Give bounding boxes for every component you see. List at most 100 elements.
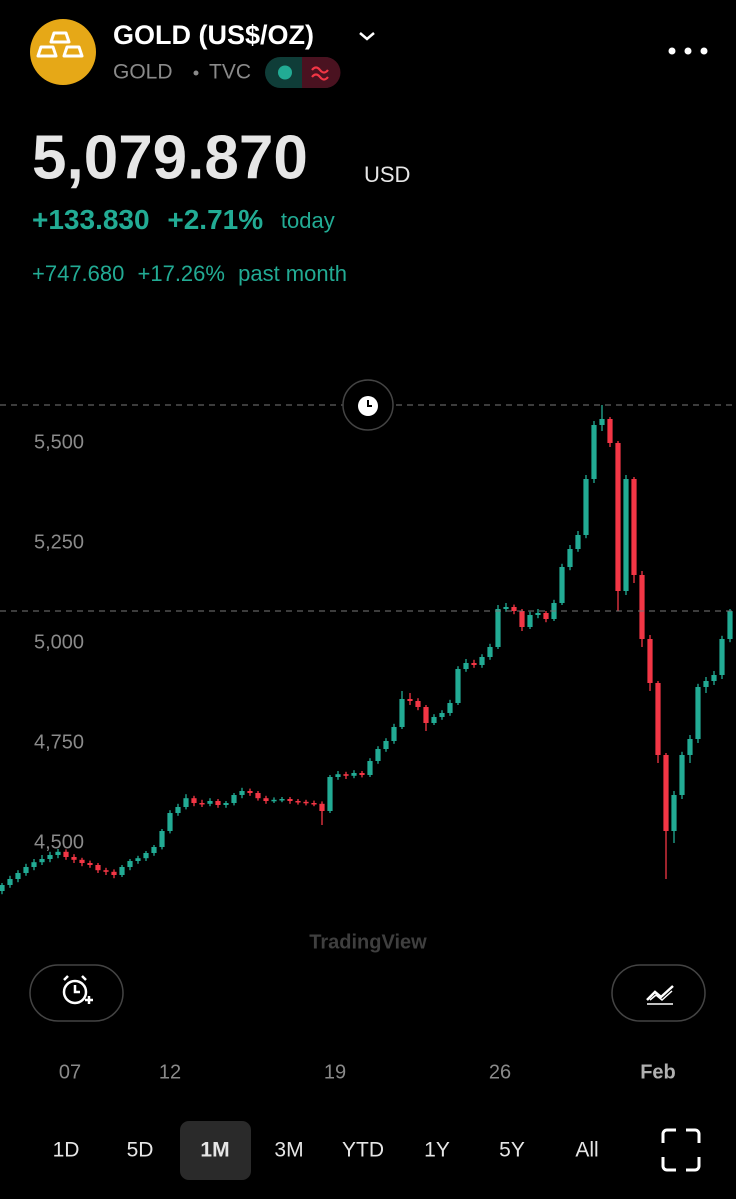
- indicators-button[interactable]: [611, 964, 706, 1022]
- candle-body: [399, 699, 405, 727]
- candle-body: [695, 687, 701, 739]
- timeframe-option[interactable]: 1Y: [424, 1139, 450, 1162]
- y-tick-label: 4,500: [34, 831, 84, 853]
- last-price: 5,079.870: [32, 123, 308, 192]
- candle-body: [519, 611, 525, 627]
- candle-body: [207, 801, 213, 804]
- candle-body: [535, 613, 541, 615]
- candle-body: [423, 707, 429, 723]
- symbol-title[interactable]: GOLD (US$/OZ): [113, 20, 314, 50]
- candle-body: [655, 683, 661, 755]
- y-tick-label: 5,000: [34, 631, 84, 653]
- candle-body: [471, 663, 477, 665]
- more-menu[interactable]: [668, 47, 708, 55]
- candle-body: [415, 701, 421, 707]
- timeframe-option[interactable]: 5D: [127, 1139, 154, 1162]
- x-tick-label: Feb: [640, 1061, 676, 1083]
- candle-body: [319, 803, 325, 811]
- candle-body: [527, 615, 533, 627]
- candle-body: [175, 807, 181, 813]
- candle-body: [407, 699, 413, 701]
- candle-body: [671, 795, 677, 831]
- candle-body: [127, 861, 133, 867]
- chart: 4,500 4,750 5,000 5,250 5,500 07 12 19 26 Feb: [0, 379, 736, 1083]
- candle-body: [135, 858, 141, 861]
- currency: USD: [364, 162, 410, 187]
- candle-body: [31, 862, 37, 867]
- candle-body: [215, 801, 221, 805]
- candle-body: [247, 791, 253, 793]
- candle-body: [287, 799, 293, 801]
- x-tick-label: 26: [489, 1061, 511, 1083]
- timeframe-option[interactable]: 3M: [274, 1139, 303, 1162]
- alert-marker[interactable]: [342, 379, 394, 431]
- timeframe-bar: 1D 5D 1M 3M YTD 1Y 5Y All: [53, 1121, 599, 1180]
- candle-body: [55, 851, 61, 855]
- candle-body: [279, 799, 285, 801]
- change-period: today: [281, 208, 335, 233]
- candle-body: [663, 755, 669, 831]
- candle-body: [351, 773, 357, 776]
- candle-body: [391, 727, 397, 741]
- timeframe-option[interactable]: All: [575, 1139, 598, 1162]
- candle-body: [7, 879, 13, 885]
- candle-body: [479, 657, 485, 665]
- candle-body: [151, 847, 157, 853]
- status-badge: [265, 57, 341, 88]
- timeframe-selected: [180, 1121, 251, 1180]
- add-alert-button[interactable]: [29, 964, 124, 1022]
- timeframe-option[interactable]: 1D: [53, 1139, 80, 1162]
- candle-body: [295, 801, 301, 803]
- candle-body: [119, 867, 125, 875]
- timeframe-option[interactable]: YTD: [342, 1139, 384, 1162]
- candle-body: [311, 803, 317, 805]
- candle-body: [111, 871, 117, 875]
- candle-body: [343, 774, 349, 776]
- timeframe-option[interactable]: 5Y: [499, 1139, 525, 1162]
- exchange: TVC: [209, 61, 251, 84]
- candle-body: [447, 703, 453, 713]
- timeframe-option[interactable]: 1M: [200, 1139, 229, 1162]
- candle-body: [639, 575, 645, 639]
- candle-body: [87, 863, 93, 865]
- candle-body: [167, 813, 173, 831]
- candle-body: [679, 755, 685, 795]
- dropdown-chevron[interactable]: [359, 32, 375, 41]
- candle-body: [375, 749, 381, 761]
- fullscreen-button[interactable]: [661, 1128, 701, 1172]
- change-abs: +133.830: [32, 204, 150, 235]
- candle-body: [599, 419, 605, 425]
- candle-body: [15, 873, 21, 879]
- candle-body: [95, 865, 101, 871]
- candle-body: [727, 611, 733, 639]
- candle-body: [223, 803, 229, 805]
- candle-body: [383, 741, 389, 749]
- candle-body: [159, 831, 165, 847]
- candle-body: [63, 851, 69, 857]
- candle-body: [199, 803, 205, 805]
- candle-body: [719, 639, 725, 675]
- candle-body: [183, 798, 189, 807]
- candle-body: [271, 799, 277, 802]
- candle-body: [575, 535, 581, 549]
- candle-body: [0, 885, 5, 891]
- candle-body: [631, 479, 637, 575]
- candle-body: [567, 549, 573, 567]
- candle-body: [103, 870, 109, 872]
- candle-body: [455, 669, 461, 703]
- candle-body: [687, 739, 693, 755]
- x-tick-label: 07: [59, 1061, 81, 1083]
- candle-body: [191, 798, 197, 803]
- candle-body: [367, 761, 373, 775]
- x-tick-label: 19: [324, 1061, 346, 1083]
- candle-body: [559, 567, 565, 603]
- candle-body: [647, 639, 653, 683]
- symbol-icon[interactable]: [30, 19, 96, 85]
- candle-body: [239, 791, 245, 795]
- candle-body: [23, 867, 29, 873]
- candle-body: [615, 443, 621, 591]
- candle-body: [263, 798, 269, 801]
- y-tick-label: 5,500: [34, 431, 84, 453]
- month-period: past month: [238, 261, 347, 286]
